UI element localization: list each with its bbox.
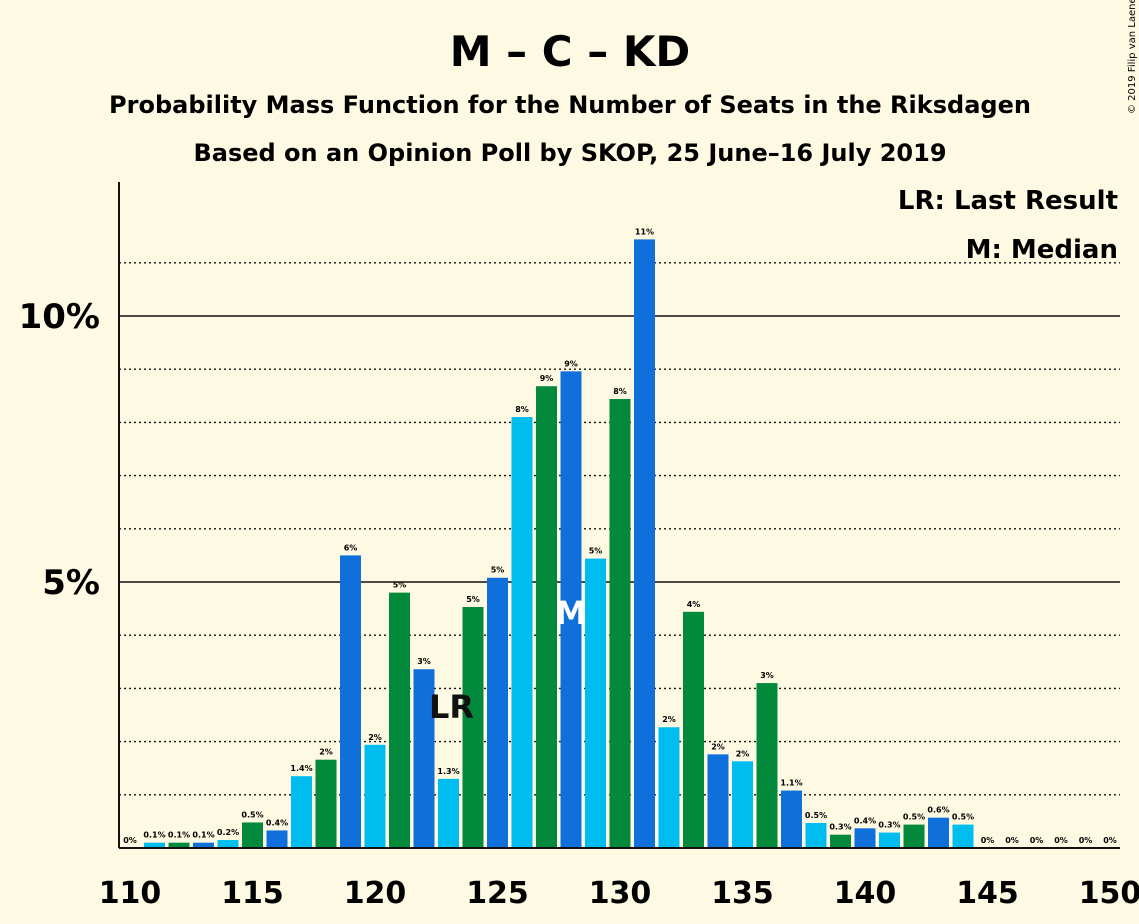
data-label-seat-126: 8% — [515, 405, 529, 414]
data-label-seat-138: 0.5% — [805, 811, 827, 820]
x-tick-label: 120 — [344, 876, 407, 911]
bar-seat-142 — [903, 824, 925, 848]
bar-seat-128 — [560, 371, 582, 848]
bar-seat-115 — [242, 822, 263, 848]
data-label-seat-128: 9% — [564, 359, 578, 368]
data-label-seat-132: 2% — [662, 715, 676, 724]
bar-seat-144 — [952, 824, 974, 848]
data-label-seat-141: 0.3% — [878, 821, 900, 830]
x-tick-label: 140 — [834, 876, 897, 911]
bar-seat-136 — [756, 683, 778, 848]
data-label-seat-143: 0.6% — [927, 806, 949, 815]
data-label-seat-146: 0% — [1005, 836, 1019, 845]
y-tick-label: 5% — [42, 563, 100, 603]
last-result-marker: LR — [429, 688, 474, 726]
data-label-seat-139: 0.3% — [829, 823, 851, 832]
data-label-seat-150: 0% — [1103, 836, 1117, 845]
data-label-seat-144: 0.5% — [952, 813, 974, 822]
tick-labels: 5% 10% 110 115 120 125 130 135 140 145 150 — [19, 297, 1139, 911]
data-label-seat-130: 8% — [613, 387, 627, 396]
data-label-seat-111: 0.1% — [143, 831, 165, 840]
bar-seat-132 — [658, 727, 680, 848]
x-tick-label: 110 — [99, 876, 162, 911]
data-label-seat-116: 0.4% — [266, 818, 288, 827]
data-label-seat-125: 5% — [491, 566, 505, 575]
data-label-seat-142: 0.5% — [903, 813, 925, 822]
median-marker: M — [555, 594, 587, 632]
data-label-seat-117: 1.4% — [290, 764, 312, 773]
bar-seat-113 — [193, 842, 214, 848]
bar-seat-118 — [315, 759, 337, 848]
chart-subtitle-1: Probability Mass Function for the Number… — [109, 91, 1031, 119]
bar-seat-126 — [511, 417, 533, 848]
bars — [144, 239, 974, 849]
data-label-seat-145: 0% — [981, 836, 995, 845]
bar-seat-138 — [805, 822, 827, 848]
legend-median: M: Median — [966, 235, 1118, 265]
data-label-seat-115: 0.5% — [241, 810, 263, 819]
data-label-seat-110: 0% — [123, 836, 137, 845]
chart-title: M – C – KD — [450, 27, 691, 76]
bar-seat-133 — [683, 611, 704, 848]
data-label-seat-131: 11% — [635, 227, 654, 236]
data-label-seat-135: 2% — [736, 749, 750, 758]
bar-seat-112 — [168, 842, 190, 848]
copyright-text: © 2019 Filip van Laenen — [1127, 0, 1138, 114]
data-label-seat-118: 2% — [319, 748, 333, 757]
data-label-seat-112: 0.1% — [168, 831, 190, 840]
data-label-seat-136: 3% — [760, 671, 774, 680]
bar-seat-111 — [144, 842, 165, 848]
bar-seat-140 — [854, 828, 876, 848]
legend-last-result: LR: Last Result — [898, 186, 1118, 216]
x-tick-label: 150 — [1079, 876, 1139, 911]
bar-seat-129 — [585, 558, 606, 848]
bar-seat-127 — [536, 386, 557, 848]
data-label-seat-129: 5% — [589, 547, 603, 556]
data-label-seat-133: 4% — [687, 600, 701, 609]
bar-seat-116 — [266, 830, 288, 848]
x-tick-label: 115 — [221, 876, 284, 911]
bar-seat-121 — [389, 592, 410, 848]
bar-seat-130 — [609, 398, 631, 848]
data-label-seat-137: 1.1% — [780, 779, 802, 788]
data-label-seat-114: 0.2% — [217, 828, 239, 837]
data-label-seat-134: 2% — [711, 742, 725, 751]
data-label-seat-122: 3% — [417, 657, 431, 666]
bar-seat-124 — [462, 607, 484, 848]
bar-seat-139 — [830, 834, 851, 848]
x-tick-label: 125 — [466, 876, 529, 911]
axes — [118, 182, 1120, 849]
data-label-seat-119: 6% — [344, 543, 358, 552]
bar-seat-143 — [928, 817, 949, 848]
bar-seat-134 — [707, 754, 729, 848]
x-tick-label: 130 — [589, 876, 652, 911]
bar-seat-119 — [340, 555, 361, 848]
bar-seat-122 — [413, 669, 435, 848]
bar-seat-123 — [438, 778, 459, 848]
chart-subtitle-2: Based on an Opinion Poll by SKOP, 25 Jun… — [193, 139, 946, 167]
bar-seat-141 — [879, 832, 900, 848]
bar-seat-120 — [364, 744, 386, 848]
data-labels: 0%0.1% 0.1% 0.1% 0.2%0.5%0.4%1.4%2%6%2%5%3%… — [123, 227, 1117, 845]
data-label-seat-124: 5% — [466, 595, 480, 604]
y-tick-label: 10% — [19, 297, 100, 337]
bar-seat-131 — [634, 239, 655, 849]
x-tick-label: 135 — [711, 876, 774, 911]
data-label-seat-140: 0.4% — [854, 816, 876, 825]
data-label-seat-127: 9% — [540, 374, 554, 383]
data-label-seat-113: 0.1% — [192, 831, 214, 840]
data-label-seat-149: 0% — [1079, 836, 1093, 845]
bar-seat-114 — [217, 840, 239, 848]
data-label-seat-148: 0% — [1054, 836, 1068, 845]
data-label-seat-147: 0% — [1030, 836, 1044, 845]
data-label-seat-123: 1.3% — [437, 767, 459, 776]
bar-seat-135 — [732, 761, 753, 848]
data-label-seat-121: 5% — [393, 581, 407, 590]
x-tick-label: 145 — [956, 876, 1019, 911]
bar-seat-125 — [487, 577, 508, 848]
bar-seat-137 — [781, 790, 802, 848]
data-label-seat-120: 2% — [368, 733, 382, 742]
bar-seat-117 — [291, 776, 312, 848]
